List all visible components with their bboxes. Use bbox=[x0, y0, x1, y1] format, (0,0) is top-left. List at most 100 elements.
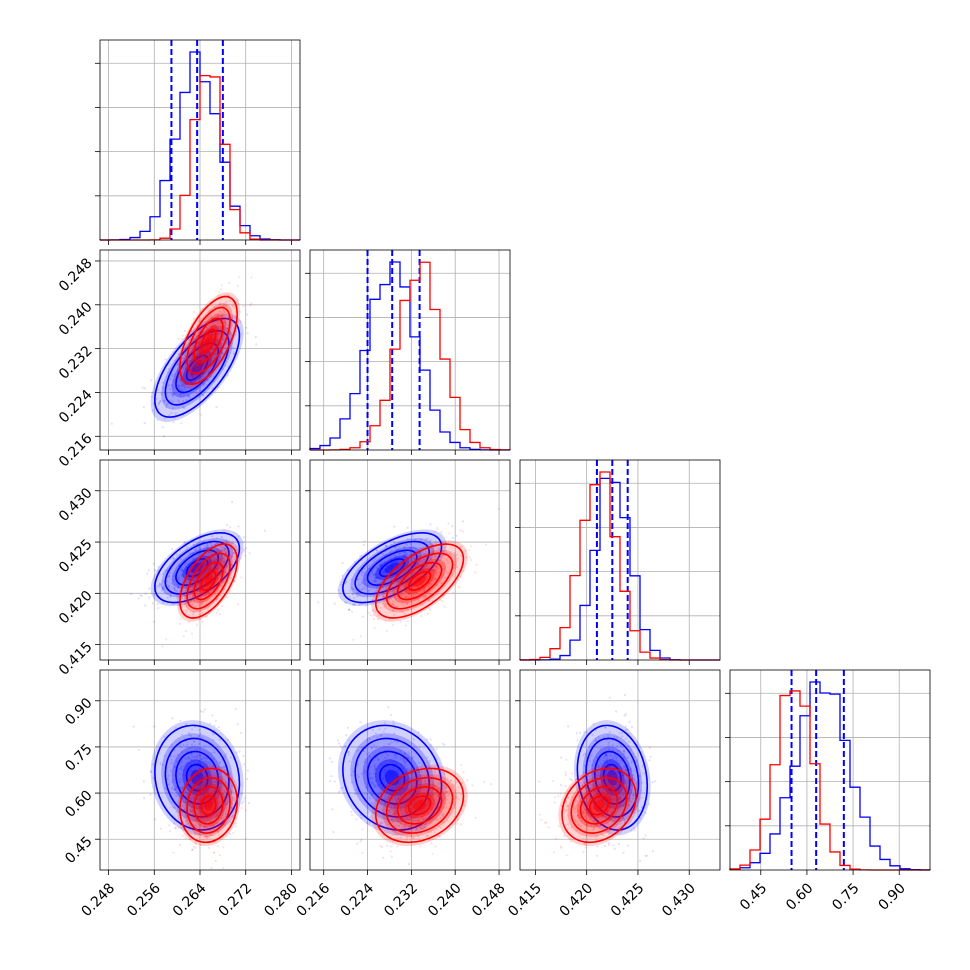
panel-4-3-scatter bbox=[515, 669, 721, 875]
scatter-point bbox=[415, 771, 418, 774]
scatter-point bbox=[222, 787, 225, 790]
scatter-point bbox=[394, 560, 397, 563]
scatter-point bbox=[184, 757, 187, 760]
scatter-point bbox=[199, 581, 202, 584]
scatter-point bbox=[368, 797, 371, 800]
scatter-point bbox=[403, 556, 406, 559]
scatter-point bbox=[402, 555, 405, 558]
scatter-point bbox=[216, 580, 219, 584]
scatter-point bbox=[425, 568, 428, 571]
scatter-point bbox=[428, 608, 431, 612]
scatter-point bbox=[242, 754, 245, 757]
scatter-point bbox=[403, 612, 406, 615]
scatter-point bbox=[239, 321, 242, 324]
scatter-point bbox=[224, 571, 227, 574]
scatter-point bbox=[192, 381, 195, 384]
scatter-point bbox=[390, 818, 393, 821]
scatter-point bbox=[173, 373, 176, 376]
scatter-point bbox=[616, 770, 619, 773]
scatter-point bbox=[383, 768, 386, 771]
scatter-point bbox=[196, 808, 199, 811]
panel-3-2-scatter bbox=[305, 459, 511, 665]
scatter-point bbox=[302, 801, 304, 803]
scatter-point bbox=[194, 744, 197, 747]
scatter-point bbox=[382, 808, 385, 812]
scatter-point bbox=[183, 540, 186, 543]
scatter-point bbox=[197, 742, 200, 746]
scatter-point bbox=[420, 778, 423, 782]
scatter-point bbox=[356, 773, 359, 777]
scatter-point bbox=[363, 771, 367, 774]
scatter-point bbox=[382, 856, 385, 859]
scatter-point bbox=[242, 548, 246, 551]
scatter-point bbox=[403, 585, 406, 588]
scatter-point bbox=[224, 795, 227, 798]
scatter-point bbox=[392, 560, 395, 564]
scatter-point bbox=[385, 800, 388, 803]
scatter-point bbox=[194, 365, 197, 368]
scatter-point bbox=[360, 838, 363, 841]
scatter-point bbox=[221, 819, 224, 822]
scatter-point bbox=[345, 601, 348, 604]
scatter-point bbox=[446, 819, 449, 822]
scatter-point bbox=[242, 305, 245, 308]
scatter-point bbox=[445, 790, 449, 793]
scatter-point bbox=[150, 395, 153, 398]
scatter-point bbox=[185, 813, 188, 817]
scatter-point bbox=[189, 810, 193, 813]
scatter-point bbox=[603, 844, 607, 848]
scatter-point bbox=[406, 526, 409, 529]
scatter-point bbox=[210, 551, 213, 554]
scatter-point bbox=[409, 808, 413, 811]
scatter-point bbox=[421, 770, 424, 774]
scatter-point bbox=[207, 546, 210, 549]
scatter-point bbox=[350, 781, 353, 784]
scatter-point bbox=[208, 551, 211, 554]
scatter-point bbox=[391, 790, 394, 794]
scatter-point bbox=[216, 329, 219, 332]
scatter-point bbox=[157, 565, 160, 568]
scatter-point bbox=[197, 798, 200, 802]
scatter-point bbox=[234, 316, 237, 319]
scatter-point bbox=[212, 749, 215, 752]
scatter-point bbox=[209, 566, 212, 569]
scatter-point bbox=[431, 548, 434, 551]
scatter-point bbox=[208, 834, 211, 837]
scatter-point bbox=[414, 547, 417, 550]
scatter-point bbox=[218, 613, 221, 616]
scatter-point bbox=[208, 591, 211, 594]
scatter-point bbox=[440, 563, 443, 566]
scatter-point bbox=[436, 762, 439, 766]
scatter-point bbox=[182, 806, 185, 809]
scatter-point bbox=[171, 394, 174, 397]
scatter-point bbox=[420, 762, 423, 765]
scatter-point bbox=[435, 571, 438, 574]
scatter-point bbox=[212, 739, 215, 742]
scatter-point bbox=[601, 765, 604, 769]
scatter-point bbox=[350, 810, 353, 813]
scatter-point bbox=[177, 383, 180, 386]
scatter-point bbox=[586, 799, 589, 802]
scatter-point bbox=[203, 371, 206, 374]
scatter-point bbox=[219, 310, 222, 313]
scatter-point bbox=[239, 310, 242, 313]
scatter-point bbox=[203, 372, 206, 375]
scatter-point bbox=[370, 777, 373, 781]
scatter-point bbox=[151, 602, 155, 605]
scatter-point bbox=[197, 342, 200, 345]
scatter-point bbox=[388, 803, 391, 806]
contour-line-series-2 bbox=[193, 317, 224, 364]
scatter-point bbox=[394, 796, 397, 799]
scatter-point bbox=[391, 587, 394, 591]
scatter-point bbox=[234, 333, 237, 336]
scatter-point bbox=[593, 819, 596, 822]
scatter-point bbox=[175, 794, 178, 797]
scatter-point bbox=[167, 783, 171, 786]
scatter-point bbox=[168, 824, 171, 827]
scatter-point bbox=[367, 611, 370, 614]
scatter-point bbox=[225, 566, 228, 569]
scatter-point bbox=[417, 731, 420, 734]
scatter-point bbox=[394, 810, 397, 813]
scatter-point bbox=[394, 834, 397, 837]
scatter-point bbox=[369, 777, 372, 780]
